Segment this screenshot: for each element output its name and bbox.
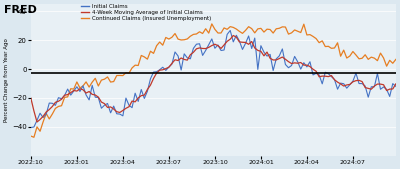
Text: FRED: FRED [4, 5, 37, 15]
Y-axis label: Percent Change from Year Ago: Percent Change from Year Ago [4, 38, 9, 122]
Legend: Initial Claims, 4-Week Moving Average of Initial Claims, Continued Claims (Insur: Initial Claims, 4-Week Moving Average of… [81, 4, 211, 21]
